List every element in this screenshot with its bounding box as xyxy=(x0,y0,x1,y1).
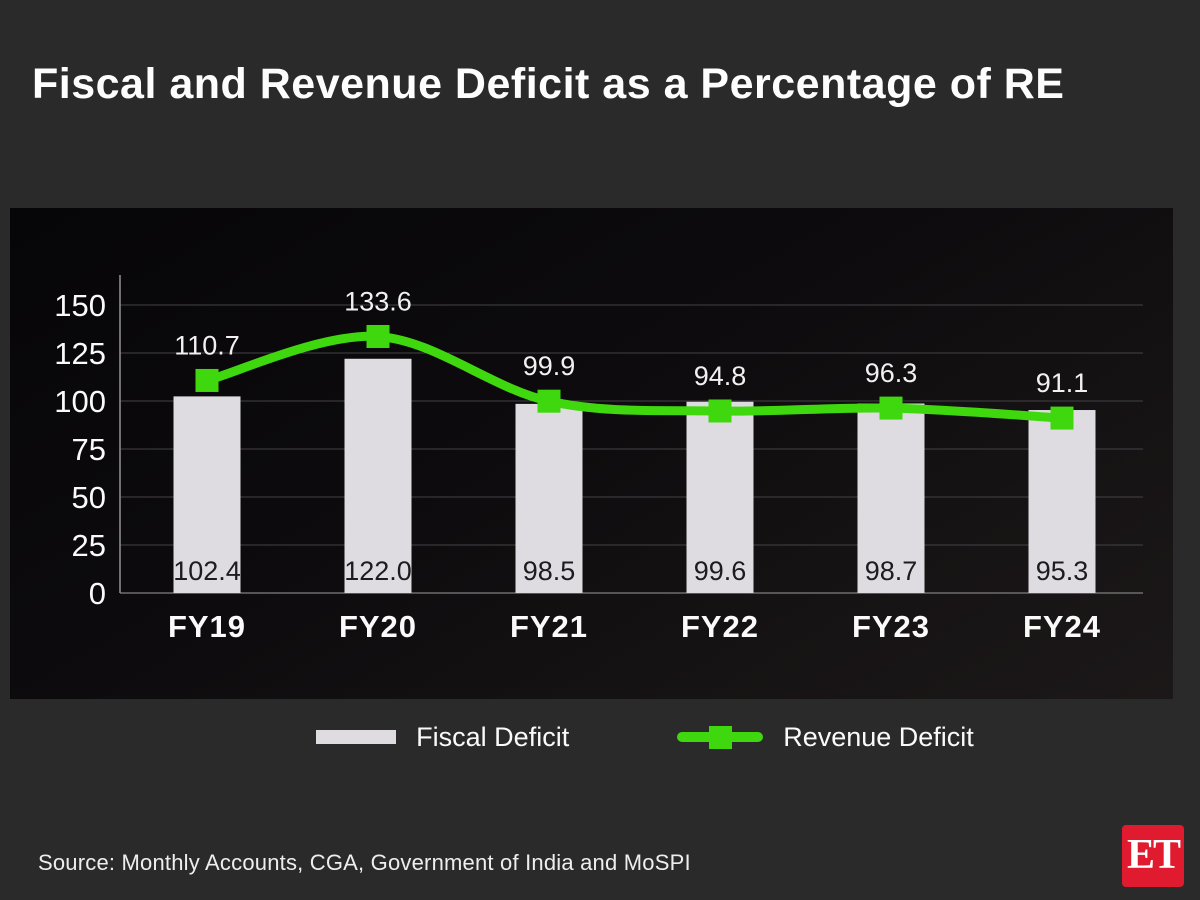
chart-title: Fiscal and Revenue Deficit as a Percenta… xyxy=(32,60,1065,108)
line-marker xyxy=(708,399,732,423)
bar-value-label: 95.3 xyxy=(1036,556,1089,586)
point-value-label: 91.1 xyxy=(1036,368,1089,398)
revenue-deficit-line xyxy=(202,331,1067,423)
bar-fiscal-deficit xyxy=(515,403,583,593)
bar-fiscal-deficit xyxy=(173,396,241,593)
bar-fiscal-deficit xyxy=(1028,410,1096,593)
revenue-deficit-swatch xyxy=(677,725,764,749)
y-tick-label: 75 xyxy=(72,432,106,467)
legend: Fiscal Deficit Revenue Deficit xyxy=(0,712,1200,762)
y-tick-label: 0 xyxy=(89,576,106,611)
y-tick-label: 25 xyxy=(72,528,106,563)
legend-label-fiscal-deficit: Fiscal Deficit xyxy=(416,721,570,752)
et-logo-text: ET xyxy=(1126,832,1181,878)
source-text: Source: Monthly Accounts, CGA, Governmen… xyxy=(38,850,691,875)
bar-value-label: 98.7 xyxy=(865,556,918,586)
y-tick-label: 150 xyxy=(54,288,106,323)
point-value-label: 96.3 xyxy=(865,358,918,388)
x-axis-label: FY19 xyxy=(168,609,246,644)
line-marker xyxy=(537,389,561,413)
line-marker xyxy=(195,368,219,392)
x-axis-label: FY22 xyxy=(681,609,759,644)
point-value-label: 110.7 xyxy=(174,330,240,360)
bar-value-label: 99.6 xyxy=(694,556,747,586)
bar-value-label: 122.0 xyxy=(344,556,412,586)
y-tick-label: 100 xyxy=(54,384,106,419)
point-value-label: 133.6 xyxy=(344,286,412,316)
legend-item-revenue-deficit: Revenue Deficit xyxy=(677,722,974,753)
x-axis-label: FY20 xyxy=(339,609,417,644)
footer: Source: Monthly Accounts, CGA, Governmen… xyxy=(0,820,1200,900)
legend-label-revenue-deficit: Revenue Deficit xyxy=(783,721,974,752)
y-tick-label: 125 xyxy=(54,336,106,371)
et-logo: ET xyxy=(1122,825,1184,887)
point-value-label: 99.9 xyxy=(523,351,576,381)
bar-fiscal-deficit xyxy=(857,403,925,593)
bar-fiscal-deficit xyxy=(686,401,754,593)
x-axis-label: FY24 xyxy=(1023,609,1101,644)
legend-item-fiscal-deficit: Fiscal Deficit xyxy=(316,722,569,753)
line-marker-icon xyxy=(708,725,732,749)
bar-value-label: 98.5 xyxy=(523,556,576,586)
line-marker xyxy=(1050,406,1074,430)
point-value-label: 94.8 xyxy=(694,361,747,391)
line-marker xyxy=(879,396,903,420)
line-marker xyxy=(366,324,390,348)
bar-fiscal-deficit xyxy=(344,358,412,593)
x-axis-label: FY23 xyxy=(852,609,930,644)
chart-plot: 0 25 50 75 100 125 150 102.4 FY19 122.0 FY20 98.5 FY… xyxy=(54,275,1143,644)
fiscal-deficit-swatch xyxy=(316,730,397,744)
y-tick-label: 50 xyxy=(72,480,106,515)
bar-value-label: 102.4 xyxy=(173,556,241,586)
chart-panel: 0 25 50 75 100 125 150 102.4 FY19 122.0 FY20 98.5 FY… xyxy=(10,208,1173,699)
x-axis-label: FY21 xyxy=(510,609,588,644)
